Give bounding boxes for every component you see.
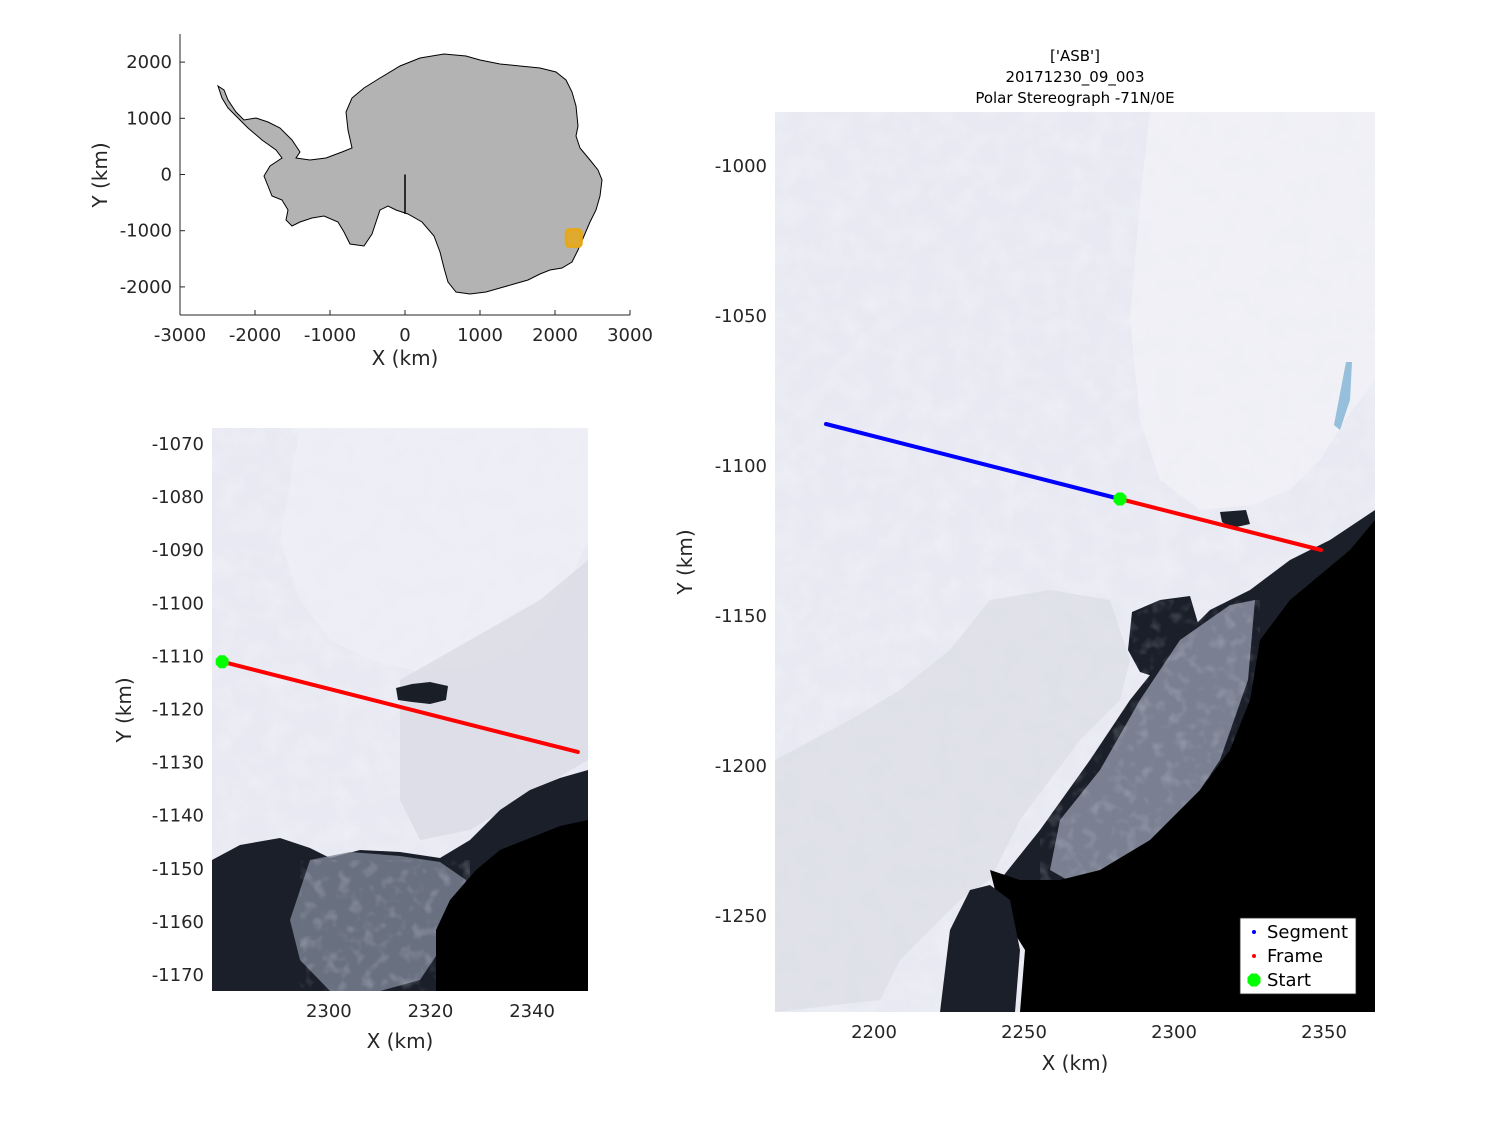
zoom-ice-shelf xyxy=(400,560,588,840)
zoom-map-panel: 2300 2320 2340 -1070-1080-1090-1100-1110-1… xyxy=(112,428,588,1053)
main-x-tick-label: 2300 xyxy=(1151,1022,1197,1043)
overview-y-tick-label: 2000 xyxy=(126,52,172,73)
main-x-ticks: 2200 2250 2300 2350 xyxy=(851,1022,1347,1043)
zoom-y-tick-label: -1150 xyxy=(152,859,204,880)
main-map-panel: ['ASB'] 20171230_09_003 Polar Stereograp… xyxy=(673,47,1375,1075)
legend-label-frame: Frame xyxy=(1267,946,1323,967)
main-y-tick-label: -1250 xyxy=(715,906,767,927)
main-y-tick-label: -1200 xyxy=(715,756,767,777)
main-x-tick-label: 2250 xyxy=(1001,1022,1047,1043)
main-title-line-3: Polar Stereograph -71N/0E xyxy=(975,89,1174,107)
zoom-ice-dome xyxy=(280,428,588,672)
zoom-start-marker xyxy=(215,655,229,669)
zoom-y-tick-label: -1120 xyxy=(152,700,204,721)
antarctica-landmass xyxy=(217,53,603,295)
zoom-imagery xyxy=(212,428,588,991)
main-ocean-inlet xyxy=(940,885,1020,1012)
overview-y-tick-label: 0 xyxy=(161,165,172,186)
main-meltwater xyxy=(1334,362,1352,430)
main-y-tick-label: -1100 xyxy=(715,456,767,477)
zoom-x-ticks: 2300 2320 2340 xyxy=(306,1001,555,1022)
main-x-tick-label: 2350 xyxy=(1301,1022,1347,1043)
overview-y-tick-label: 1000 xyxy=(126,108,172,129)
zoom-y-tick-label: -1090 xyxy=(152,540,204,561)
overview-y-ticks: -2000 -1000 0 1000 2000 xyxy=(120,52,185,298)
zoom-y-tick-label: -1170 xyxy=(152,965,204,986)
main-x-tick-label: 2200 xyxy=(851,1022,897,1043)
legend-marker-frame xyxy=(1252,954,1256,958)
legend-label-segment: Segment xyxy=(1267,922,1348,943)
zoom-y-tick-label: -1100 xyxy=(152,593,204,614)
zoom-x-label: X (km) xyxy=(367,1029,434,1053)
zoom-y-tick-label: -1070 xyxy=(152,434,204,455)
overview-x-ticks: -3000 -2000 -1000 0 1000 2000 3000 xyxy=(154,310,653,346)
main-imagery xyxy=(775,112,1375,1012)
zoom-water-patch xyxy=(396,682,448,704)
overview-x-tick-label: -2000 xyxy=(229,325,281,346)
zoom-y-tick-label: -1110 xyxy=(152,646,204,667)
zoom-nodata-region xyxy=(436,820,588,991)
overview-y-tick-label: -2000 xyxy=(120,277,172,298)
zoom-y-tick-label: -1130 xyxy=(152,753,204,774)
overview-map-panel: -3000 -2000 -1000 0 1000 2000 3000 -2000 -1000 0… xyxy=(88,34,653,370)
zoom-x-tick-label: 2340 xyxy=(509,1001,555,1022)
overview-x-tick-label: -1000 xyxy=(304,325,356,346)
overview-x-tick-label: 3000 xyxy=(607,325,653,346)
overview-x-tick-label: 2000 xyxy=(532,325,578,346)
main-y-tick-label: -1000 xyxy=(715,156,767,177)
zoom-y-tick-label: -1140 xyxy=(152,806,204,827)
main-x-label: X (km) xyxy=(1042,1051,1109,1075)
main-ice-dome xyxy=(1130,112,1375,510)
main-start-marker xyxy=(1113,492,1127,506)
legend: Segment Frame Start xyxy=(1239,917,1357,995)
main-y-label: Y (km) xyxy=(673,529,697,595)
legend-marker-start xyxy=(1247,973,1261,987)
main-small-water-patch xyxy=(1220,510,1250,528)
overview-x-tick-label: -3000 xyxy=(154,325,206,346)
main-frame-line xyxy=(1118,497,1323,552)
overview-x-label: X (km) xyxy=(372,346,439,370)
overview-x-tick-label: 0 xyxy=(399,325,410,346)
overview-x-tick-label: 1000 xyxy=(457,325,503,346)
zoom-x-tick-label: 2300 xyxy=(306,1001,352,1022)
zoom-y-tick-label: -1080 xyxy=(152,487,204,508)
overview-y-label: Y (km) xyxy=(88,142,112,208)
main-nodata-region xyxy=(990,520,1375,1012)
legend-marker-segment xyxy=(1252,930,1256,934)
main-segment-line xyxy=(824,422,1122,501)
study-area-highlight xyxy=(564,228,583,248)
zoom-x-tick-label: 2320 xyxy=(408,1001,454,1022)
zoom-y-tick-label: -1160 xyxy=(152,912,204,933)
zoom-y-ticks: -1070 -1080 -1090 -1100 -1110 -1120 -1130 -1140… xyxy=(152,434,204,986)
overview-y-tick-label: -1000 xyxy=(120,221,172,242)
main-y-ticks: -1000 -1050 -1100 -1150 -1200 -1250 xyxy=(715,156,767,927)
zoom-frame-line xyxy=(220,659,580,754)
main-title-line-2: 20171230_09_003 xyxy=(1005,68,1144,87)
main-y-tick-label: -1050 xyxy=(715,306,767,327)
zoom-y-label: Y (km) xyxy=(112,677,136,743)
main-title-line-1: ['ASB'] xyxy=(1050,47,1100,65)
legend-label-start: Start xyxy=(1267,970,1311,991)
main-y-tick-label: -1150 xyxy=(715,606,767,627)
